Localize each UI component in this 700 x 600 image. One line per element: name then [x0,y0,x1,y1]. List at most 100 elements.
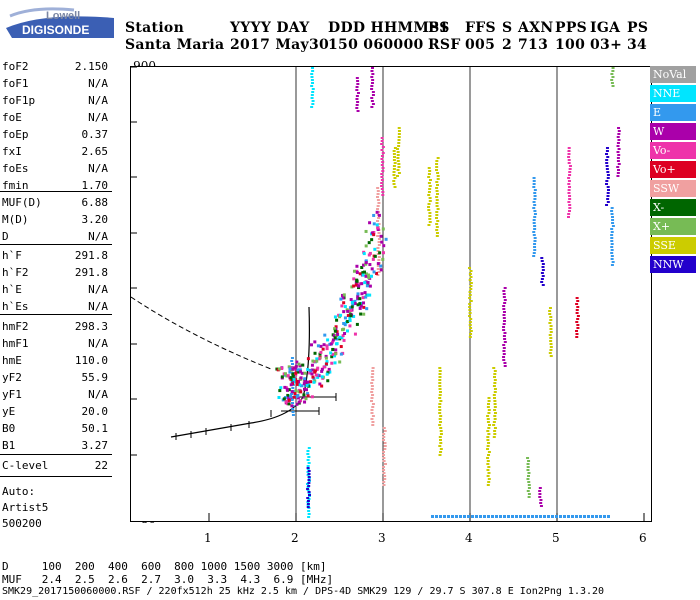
param-row: foF1p N/A [2,94,108,107]
echo-dot [371,421,375,423]
echo-dot [350,285,354,289]
hdr-time-value: 150 060000 [328,37,424,53]
echo-dot [370,82,374,84]
echo-dot [397,166,401,168]
echo-dot [535,515,538,518]
param-row: h`E N/A [2,283,108,296]
echo-dot [310,73,314,75]
echo-dot [503,338,507,340]
param-row: yE 20.0 [2,405,108,418]
echo-dot [438,373,442,375]
echo-dot [383,475,387,477]
echo-dot [617,133,621,135]
echo-dot [329,351,333,355]
echo-dot [527,481,531,483]
echo-dot [507,515,510,518]
echo-dot [370,238,374,242]
echo-dot [315,357,319,361]
echo-dot [567,192,571,194]
echo-dot [367,241,371,245]
echo-dot [370,231,374,235]
echo-dot [610,237,614,239]
echo-dot [297,379,301,383]
ionogram-canvas [130,66,645,521]
echo-dot [382,469,386,471]
echo-dot [355,86,359,88]
echo-dot [610,234,614,236]
echo-dot [370,397,374,399]
echo-dot [306,497,310,499]
echo-dot [397,130,401,132]
echo-dot [527,515,530,518]
echo-dot [435,211,439,213]
echo-dot [349,298,353,302]
echo-dot [290,404,294,408]
echo-dot [279,386,283,390]
echo-dot [311,359,315,363]
echo-dot [396,175,400,177]
echo-dot [447,515,450,518]
param-row: MUF(D) 6.88 [2,196,108,209]
echo-dot [438,385,442,387]
echo-dot [610,249,614,251]
echo-dot [495,515,498,518]
echo-dot [605,159,609,161]
echo-dot [605,204,609,206]
echo-dot [382,472,386,474]
echo-dot [548,322,552,324]
footer-distance-row: D 100 200 400 600 800 1000 1500 3000 [km… [2,560,327,573]
echo-dot [288,370,292,374]
echo-dot [382,436,386,438]
echo-dot [299,376,303,380]
echo-dot [294,378,298,382]
echo-dot [541,266,545,268]
echo-dot [606,192,610,194]
echo-dot [502,317,506,319]
echo-dot [345,308,349,312]
echo-dot [436,178,440,180]
echo-dot [503,341,507,343]
echo-dot [575,297,579,299]
echo-dot [291,372,295,376]
echo-dot [325,372,329,376]
echo-dot [468,312,472,314]
echo-dot [379,268,383,272]
echo-dot [468,336,472,338]
echo-dot [362,312,366,316]
echo-dot [492,424,496,426]
echo-dot [549,325,553,327]
echo-dot [348,319,352,323]
echo-dot [306,503,310,505]
echo-dot [435,226,439,228]
hdr-date-value: 2017 May30 [230,37,330,53]
echo-dot [493,388,497,390]
echo-dot [343,323,347,327]
echo-dot [548,352,552,354]
echo-dot [355,322,359,326]
echo-dot [333,361,337,365]
echo-dot [428,212,432,214]
echo-dot [291,414,295,416]
echo-dot [331,338,335,342]
echo-dot [503,365,507,367]
echo-dot [392,180,396,182]
echo-dot [436,208,440,210]
echo-dot [370,412,374,414]
echo-dot [316,366,320,370]
echo-dot [290,381,294,383]
echo-dot [371,257,375,261]
echo-dot [486,418,490,420]
echo-dot [302,382,306,386]
echo-dot [278,389,282,393]
echo-dot [381,194,385,196]
echo-dot [335,330,339,334]
hdr-iga: IGA [590,20,621,36]
echo-dot [435,181,439,183]
echo-dot [611,85,615,87]
echo-dot [427,176,431,178]
echo-dot [376,274,380,276]
echo-dot [438,418,442,420]
echo-dot [435,229,439,231]
echo-dot [299,370,303,374]
footer-muf-row: MUF 2.4 2.5 2.6 2.7 3.0 3.3 4.3 6.9 [MHz… [2,573,334,586]
